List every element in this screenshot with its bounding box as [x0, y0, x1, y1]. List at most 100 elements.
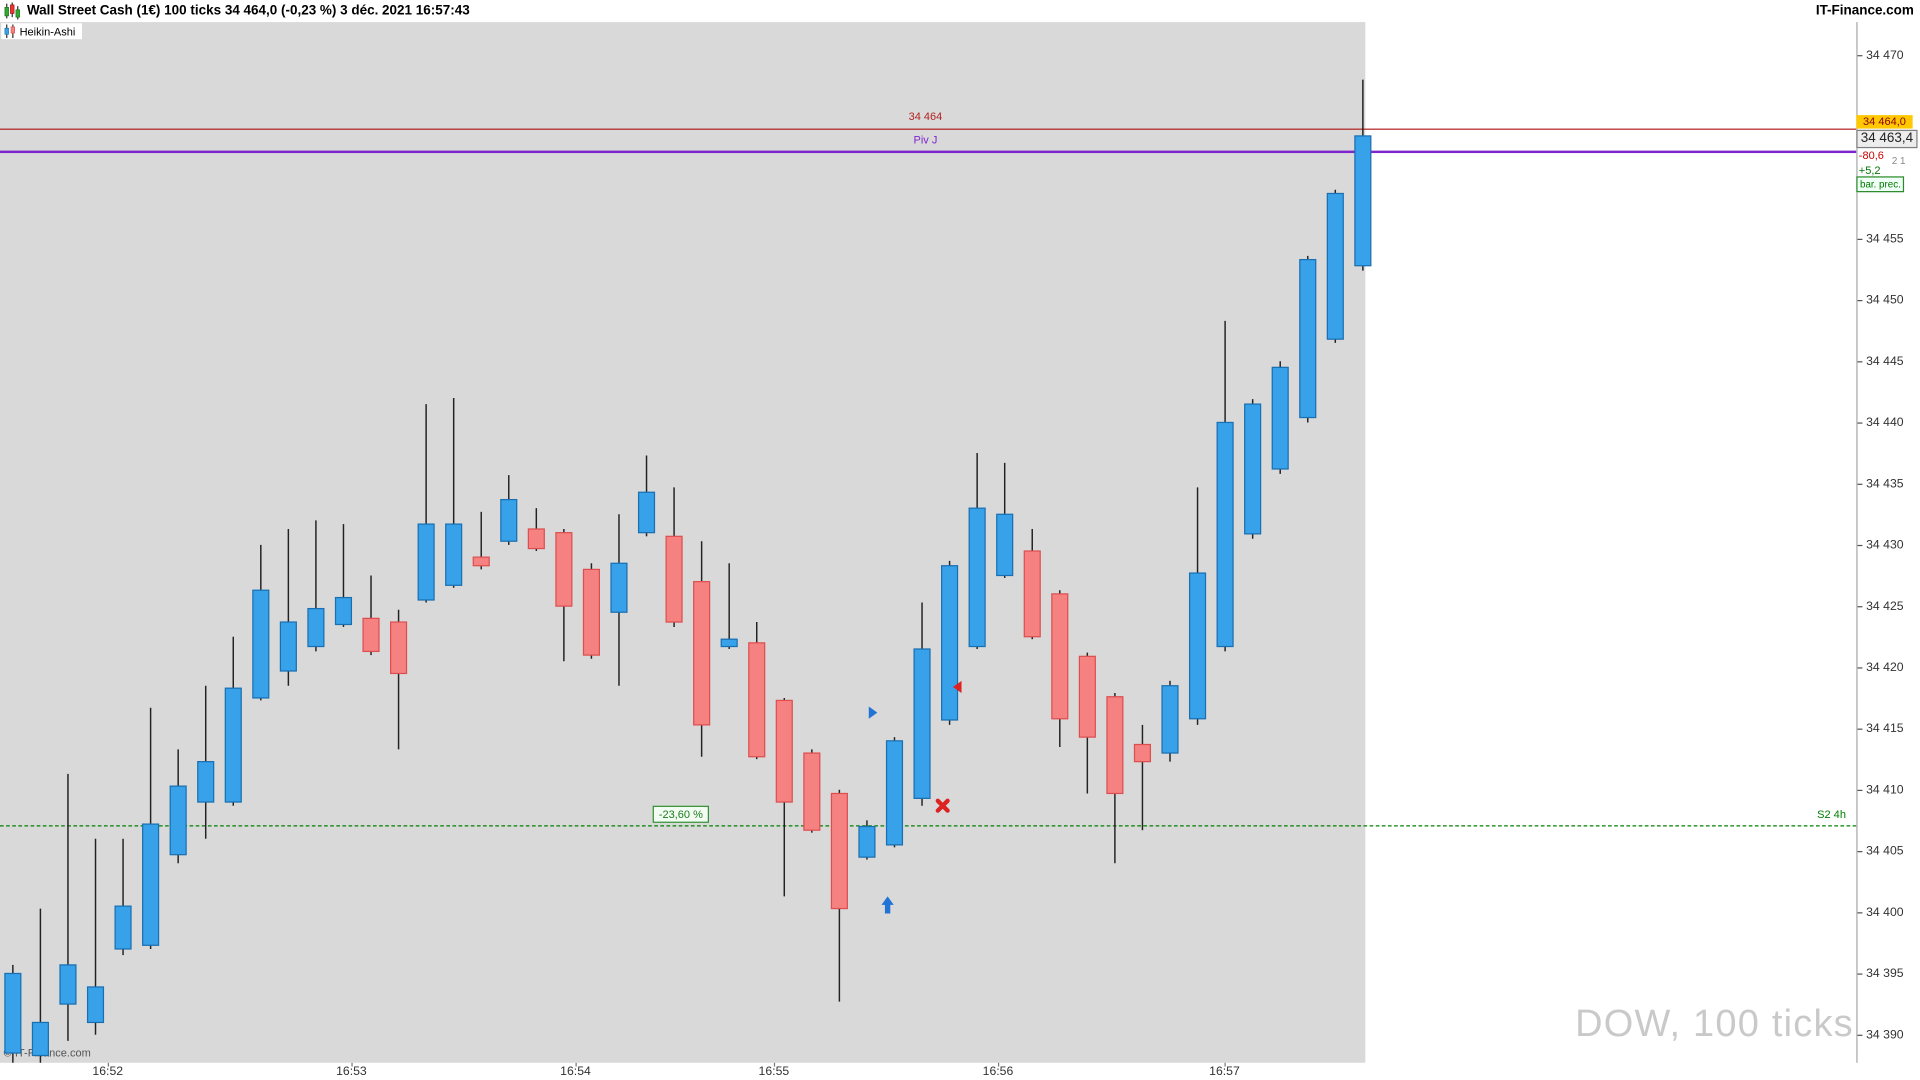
time-tick-label: 16:53: [336, 1065, 367, 1079]
price-tick-label: 34 455: [1857, 231, 1904, 246]
candle-body: [1216, 421, 1234, 648]
candle-body: [968, 507, 986, 648]
price-tick-label: 34 440: [1857, 415, 1904, 430]
title-bar: Wall Street Cash (1€) 100 ticks 34 464,0…: [0, 0, 1920, 23]
s2-support-line: [0, 824, 1857, 826]
candle-body: [114, 905, 132, 950]
price-tick-label: 34 395: [1857, 966, 1904, 981]
time-tick-label: 16:52: [92, 1065, 124, 1079]
candle-body: [445, 523, 463, 586]
candle-body: [885, 740, 904, 846]
marker-triangle-right: [868, 706, 878, 719]
candle-body: [1133, 743, 1152, 763]
time-tick-label: 16:56: [982, 1065, 1014, 1079]
candle-body: [1244, 403, 1262, 535]
candle-body: [1354, 135, 1372, 267]
marker-triangle-left: [952, 680, 962, 694]
time-tick-label: 16:54: [560, 1065, 591, 1079]
previous-bar-tag: bar. prec.: [1856, 176, 1905, 193]
price-tick-label: 34 470: [1857, 48, 1904, 63]
time-tick-label: 16:55: [758, 1065, 790, 1079]
candle-body: [1078, 655, 1096, 738]
candle-body: [390, 621, 408, 675]
marker-cross: [935, 798, 950, 813]
candle-body: [527, 528, 545, 550]
candle-body: [610, 562, 628, 613]
candle-body: [1161, 685, 1179, 754]
pivot-j-line: [0, 150, 1857, 154]
price-tick-label: 34 415: [1857, 721, 1904, 736]
alert-resistance-line[interactable]: [0, 127, 1857, 130]
candle-body: [86, 986, 105, 1024]
candle-body: [169, 785, 187, 856]
time-tick-mark: [773, 1062, 776, 1067]
candle-body: [4, 972, 22, 1054]
price-tick-label: 34 435: [1857, 476, 1904, 491]
s2-support-label: S2 4h: [1817, 808, 1846, 821]
tab-label: Heikin-Ashi: [19, 25, 76, 38]
candle-body: [665, 535, 683, 623]
candle-body: [1051, 593, 1069, 720]
instrument-title: Wall Street Cash (1€) 100 ticks 34 464,0…: [26, 3, 470, 19]
alert-resistance-label: 34 464: [908, 110, 943, 123]
candle-body: [803, 752, 821, 831]
price-tick-label: 34 405: [1857, 844, 1904, 859]
candle-body: [59, 964, 77, 1005]
pivot-j-label: Piv J: [913, 133, 938, 146]
candle-body: [142, 823, 160, 946]
price-tick-label: 34 400: [1857, 905, 1904, 920]
candle-body: [279, 621, 297, 672]
time-tick-mark: [351, 1062, 353, 1067]
time-tick-mark: [1224, 1062, 1226, 1067]
candle-body: [941, 565, 959, 721]
candle-body: [1326, 192, 1344, 340]
price-tick-label: 34 390: [1857, 1027, 1904, 1042]
time-tick-label: 16:57: [1209, 1065, 1240, 1079]
price-tick-label: 34 425: [1857, 599, 1904, 614]
candle-body: [362, 617, 380, 653]
price-axis[interactable]: 34 470 34 455 34 450 34 445 34 440 34 435 34 4…: [1856, 22, 1920, 1063]
percent-change-badge: -23,60 %: [652, 805, 710, 823]
candle-body: [31, 1021, 49, 1057]
candle-body: [1023, 550, 1041, 638]
price-tick-label: 34 410: [1857, 782, 1904, 797]
candle-body: [1188, 572, 1207, 720]
candle-body: [307, 607, 325, 648]
depth-indicator: 2 1: [1891, 155, 1906, 167]
candle-body: [500, 498, 518, 542]
candle-body: [858, 825, 876, 858]
candlestick-icon: [4, 24, 16, 38]
candle-body: [775, 699, 793, 803]
tab-heikin-ashi[interactable]: Heikin-Ashi: [1, 23, 82, 40]
app-icon: [4, 2, 21, 20]
candle-body: [830, 792, 848, 910]
candle-body: [334, 596, 353, 626]
watermark: DOW, 100 ticks: [1575, 1001, 1854, 1045]
candle-body: [748, 642, 766, 758]
candle-body: [472, 556, 490, 567]
candle-body: [555, 532, 573, 607]
time-tick-mark: [107, 1062, 109, 1067]
candle-body: [720, 638, 738, 648]
candle-body: [996, 513, 1014, 577]
candle-body: [224, 687, 242, 803]
time-tick-mark: [575, 1062, 577, 1067]
candle-body: [417, 523, 435, 601]
last-price-tag: 34 463,4: [1856, 129, 1918, 149]
price-tick-label: 34 450: [1857, 293, 1904, 308]
time-axis[interactable]: 16:52 16:53 16:54 16:55 16:56 16:57: [0, 1062, 1920, 1080]
price-tick-label: 34 430: [1857, 538, 1904, 553]
price-tick-label: 34 445: [1857, 354, 1904, 369]
brand-label: IT-Finance.com: [1815, 3, 1914, 19]
candle-body: [913, 648, 931, 799]
price-tick-label: 34 420: [1857, 660, 1904, 675]
candle-body: [637, 491, 656, 534]
marker-arrow-up: [881, 896, 894, 914]
session-change-value: -80,6: [1858, 149, 1884, 162]
time-tick-mark: [997, 1062, 1000, 1067]
candle-body: [582, 568, 601, 656]
candle-body: [693, 581, 711, 726]
candle-body: [197, 761, 215, 803]
